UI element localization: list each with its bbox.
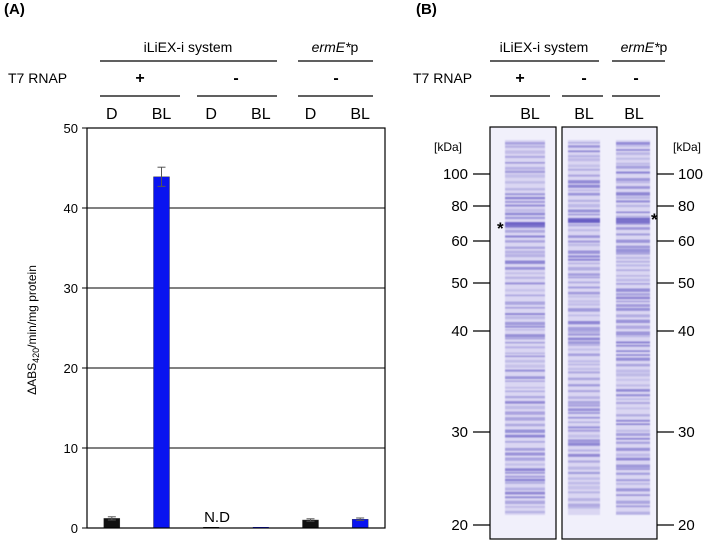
marker-label-right-80: 80 [678,198,695,215]
b-asterisk-right: * [651,210,658,229]
y-tick-label-20: 20 [64,361,78,376]
a-group-system-label: iLiEX-i system [144,39,233,55]
gel-lane-1-1 [505,140,545,515]
marker-label-right-50: 50 [678,275,695,292]
a-ylabel-main: ΔABS [25,363,39,395]
marker-label-left-50: 50 [451,275,468,292]
marker-label-left-30: 30 [451,424,468,441]
b-lane-label-2: BL [574,106,594,123]
marker-label-right-20: 20 [678,517,695,534]
marker-label-right-30: 30 [678,424,695,441]
plot-frame [86,127,386,529]
a-condition-label-3: D [205,106,217,123]
a-condition-label-2: BL [152,106,172,123]
b-group-system-label: iLiEX-i system [500,39,589,55]
a-ylabel-rest: /min/mg protein [25,265,39,348]
b-t7-state-3: - [633,70,638,87]
a-y-axis-label: ΔABS420/min/mg protein [25,265,41,395]
y-tick-label-30: 30 [64,281,78,296]
marker-label-right-40: 40 [678,323,695,340]
mw-markers: 100 100 80 80 60 60 50 50 40 40 30 30 20 20 [443,166,703,534]
error-bar-6 [356,517,365,521]
gel-lane-2-1 [568,140,600,515]
marker-label-left-40: 40 [451,323,468,340]
a-group-erme-label: ermE*p [312,39,359,55]
b-kda-label-right: [kDa] [673,140,701,154]
a-condition-label-4: BL [251,106,271,123]
a-condition-label-5: D [305,106,317,123]
a-t7-state-3: - [333,70,338,87]
marker-label-left-80: 80 [451,198,468,215]
a-condition-row: D BL D BL D BL [106,106,370,123]
b-t7-state-2: - [581,70,586,87]
a-t7-state-1: + [135,70,144,87]
gel-image [489,126,658,540]
a-t7-state-2: - [233,70,238,87]
a-condition-label-1: D [106,106,118,123]
error-bar-2 [157,166,166,187]
b-erme-suffix: p [660,39,668,55]
b-asterisk-left: * [497,219,504,238]
b-lane-label-3: BL [624,106,644,123]
marker-label-left-60: 60 [451,233,468,250]
error-bar-5 [306,518,315,522]
bar-chart: 0 10 20 30 40 50 N.D [64,121,386,536]
nd-annotation: N.D [204,509,230,526]
a-condition-label-6: BL [350,106,370,123]
error-bar-1 [107,516,116,521]
b-t7-state-1: + [515,70,524,87]
gel-lane-2-2 [616,140,650,515]
marker-label-right-60: 60 [678,233,695,250]
marker-label-left-100: 100 [443,166,468,183]
b-t7-label: T7 RNAP [413,70,472,86]
gel-panel-1 [489,126,557,540]
a-erme-italic: ermE* [312,39,351,55]
y-tick-label-0: 0 [71,521,78,536]
marker-label-left-20: 20 [451,517,468,534]
a-ylabel-sub: 420 [31,348,41,363]
panel-b: (B) iLiEX-i system ermE*p T7 RNAP + - - … [413,1,703,540]
marker-label-right-100: 100 [678,166,703,183]
b-kda-label-left: [kDa] [434,140,462,154]
b-lane-label-1: BL [520,106,540,123]
panel-b-label: (B) [416,1,437,18]
b-erme-italic: ermE* [621,39,660,55]
a-erme-suffix: p [351,39,359,55]
y-tick-label-40: 40 [64,201,78,216]
panel-a-label: (A) [4,1,25,18]
a-t7-label: T7 RNAP [8,70,67,86]
panel-a: (A) iLiEX-i system ermE*p T7 RNAP + - - … [4,1,386,536]
y-tick-label-10: 10 [64,441,78,456]
b-group-erme-label: ermE*p [621,39,668,55]
bar-2 [153,176,170,529]
gel-panel-2 [561,126,658,540]
y-tick-label-50: 50 [64,121,78,136]
